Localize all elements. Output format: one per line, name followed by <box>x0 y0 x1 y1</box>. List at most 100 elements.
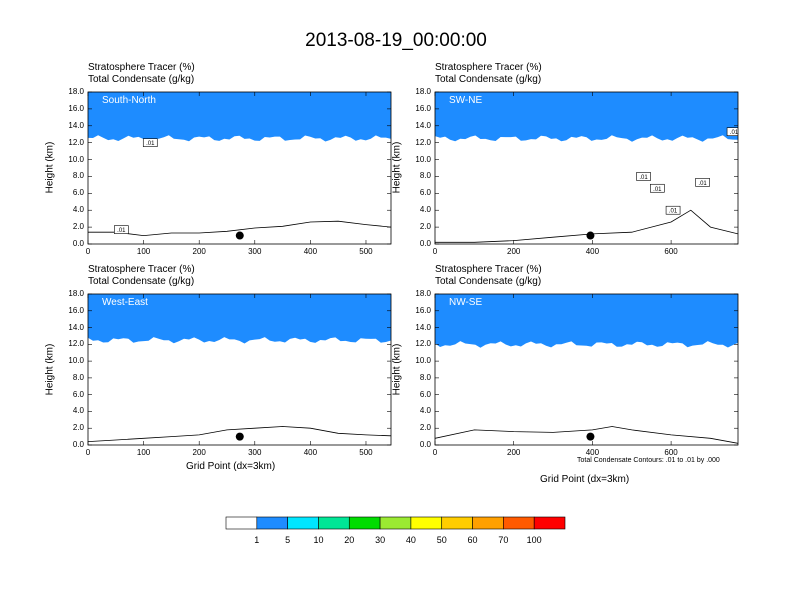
colorbar-swatch <box>318 516 350 530</box>
colorbar-swatch <box>256 516 288 530</box>
location-marker <box>235 432 244 441</box>
y-tick-label: 0.0 <box>72 440 84 449</box>
tracer-band <box>435 294 738 348</box>
y-tick-label: 14.0 <box>415 120 431 130</box>
y-tick-label: 4.0 <box>419 406 431 416</box>
panel-west-east <box>87 293 392 446</box>
y-tick-label: 12.0 <box>415 137 431 147</box>
x-tick-label: 200 <box>507 247 521 256</box>
field-label-condensate: Total Condensate (g/kg) <box>88 276 195 287</box>
y-tick-label: 16.0 <box>68 305 84 315</box>
y-tick-label: 10.0 <box>415 154 431 164</box>
y-tick-label: 6.0 <box>72 188 84 198</box>
colorbar-swatch <box>410 516 443 530</box>
y-tick-label: 8.0 <box>419 171 431 181</box>
y-tick-label: 2.0 <box>419 423 431 433</box>
x-tick-label: 0 <box>85 247 91 256</box>
y-tick-label: 2.0 <box>72 423 84 433</box>
x-tick-label: 200 <box>507 448 521 457</box>
colorbar-label: 40 <box>405 535 416 545</box>
y-tick-label: 8.0 <box>72 171 84 181</box>
tracer-band <box>435 92 738 142</box>
terrain-line <box>435 426 738 444</box>
panel-inner <box>435 294 738 445</box>
panel-label: NW-SE <box>449 297 483 308</box>
contour-note: Total Condensate Contours: .01 to .01 by… <box>577 457 720 464</box>
contour-label-box <box>695 178 710 187</box>
contour-label: .01 <box>117 228 126 234</box>
y-axis-title: Height (km) <box>44 343 56 395</box>
contour-label-box <box>665 205 681 215</box>
panel-frame <box>87 293 392 446</box>
colorbar-swatch <box>472 516 504 530</box>
field-label-tracer: Stratosphere Tracer (%) <box>435 264 542 275</box>
y-tick-label: 6.0 <box>72 389 84 399</box>
x-tick-label: 500 <box>359 247 373 256</box>
y-tick-label: 18.0 <box>415 289 431 298</box>
contour-label: .01 <box>639 175 648 181</box>
x-tick-label: 0 <box>432 247 438 256</box>
x-tick-label: 100 <box>136 448 151 457</box>
x-tick-label: 400 <box>585 448 600 457</box>
panel-inner: .01 .01 <box>88 92 391 244</box>
location-marker <box>586 231 595 240</box>
x-tick-label: 0 <box>85 448 91 457</box>
panel-frame <box>434 91 739 245</box>
y-tick-label: 18.0 <box>415 87 431 96</box>
contour-label: .01 <box>669 209 678 215</box>
colorbar-swatch <box>503 516 535 530</box>
colorbar-swatch <box>533 516 566 530</box>
location-marker <box>235 231 244 240</box>
y-tick-label: 14.0 <box>68 120 84 130</box>
y-tick-label: 14.0 <box>68 322 84 332</box>
terrain-line <box>435 209 738 243</box>
y-tick-label: 0.0 <box>419 239 431 248</box>
colorbar-swatch <box>348 516 381 530</box>
colorbar-label: 60 <box>467 535 478 545</box>
contour-label-box <box>650 183 665 193</box>
y-axis-title: Height (km) <box>391 343 403 395</box>
x-tick-label: 600 <box>664 448 678 457</box>
panel-sw-ne: .01 .01 .01 .01 .01 <box>434 91 739 245</box>
y-tick-label: 18.0 <box>68 87 84 96</box>
x-tick-label: 500 <box>359 448 373 457</box>
contour-label: .01 <box>698 181 707 187</box>
y-tick-label: 4.0 <box>72 205 84 215</box>
y-tick-label: 4.0 <box>419 205 431 215</box>
x-axis-title: Grid Point (dx=3km) <box>540 474 630 485</box>
x-tick-label: 300 <box>248 247 262 256</box>
panel-label: SW-NE <box>449 95 483 106</box>
y-tick-label: 6.0 <box>419 188 431 198</box>
y-tick-label: 12.0 <box>415 339 431 349</box>
contour-label-box <box>636 172 651 181</box>
x-tick-label: 400 <box>303 247 318 256</box>
terrain-line <box>88 426 391 442</box>
field-label-condensate: Total Condensate (g/kg) <box>435 74 542 85</box>
y-tick-label: 16.0 <box>68 103 84 113</box>
contour-label-box <box>114 225 129 234</box>
colorbar-label: 1 <box>254 535 260 545</box>
terrain-line <box>88 220 391 237</box>
panel-south-north: .01 .01 <box>87 91 392 245</box>
field-label-condensate: Total Condensate (g/kg) <box>88 74 195 85</box>
contour-label: .01 <box>653 187 662 193</box>
y-tick-label: 2.0 <box>419 222 431 232</box>
panel-inner: .01 .01 .01 .01 .01 <box>435 92 738 244</box>
panel-frame <box>434 293 739 446</box>
colorbar-swatch <box>441 516 473 530</box>
x-tick-label: 0 <box>432 448 438 457</box>
field-label-tracer: Stratosphere Tracer (%) <box>88 264 195 275</box>
x-tick-label: 100 <box>136 247 151 256</box>
colorbar-label: 70 <box>498 535 509 545</box>
y-tick-label: 4.0 <box>72 406 84 416</box>
x-tick-label: 200 <box>192 247 206 256</box>
colorbar-swatch <box>225 516 258 530</box>
colorbar-label: 10 <box>313 535 324 545</box>
panel-nw-se <box>434 293 739 446</box>
colorbar-label: 30 <box>375 535 386 545</box>
contour-label: .01 <box>146 141 155 147</box>
y-tick-label: 8.0 <box>419 372 431 382</box>
y-tick-label: 12.0 <box>68 339 84 349</box>
contour-label-box <box>142 138 158 147</box>
